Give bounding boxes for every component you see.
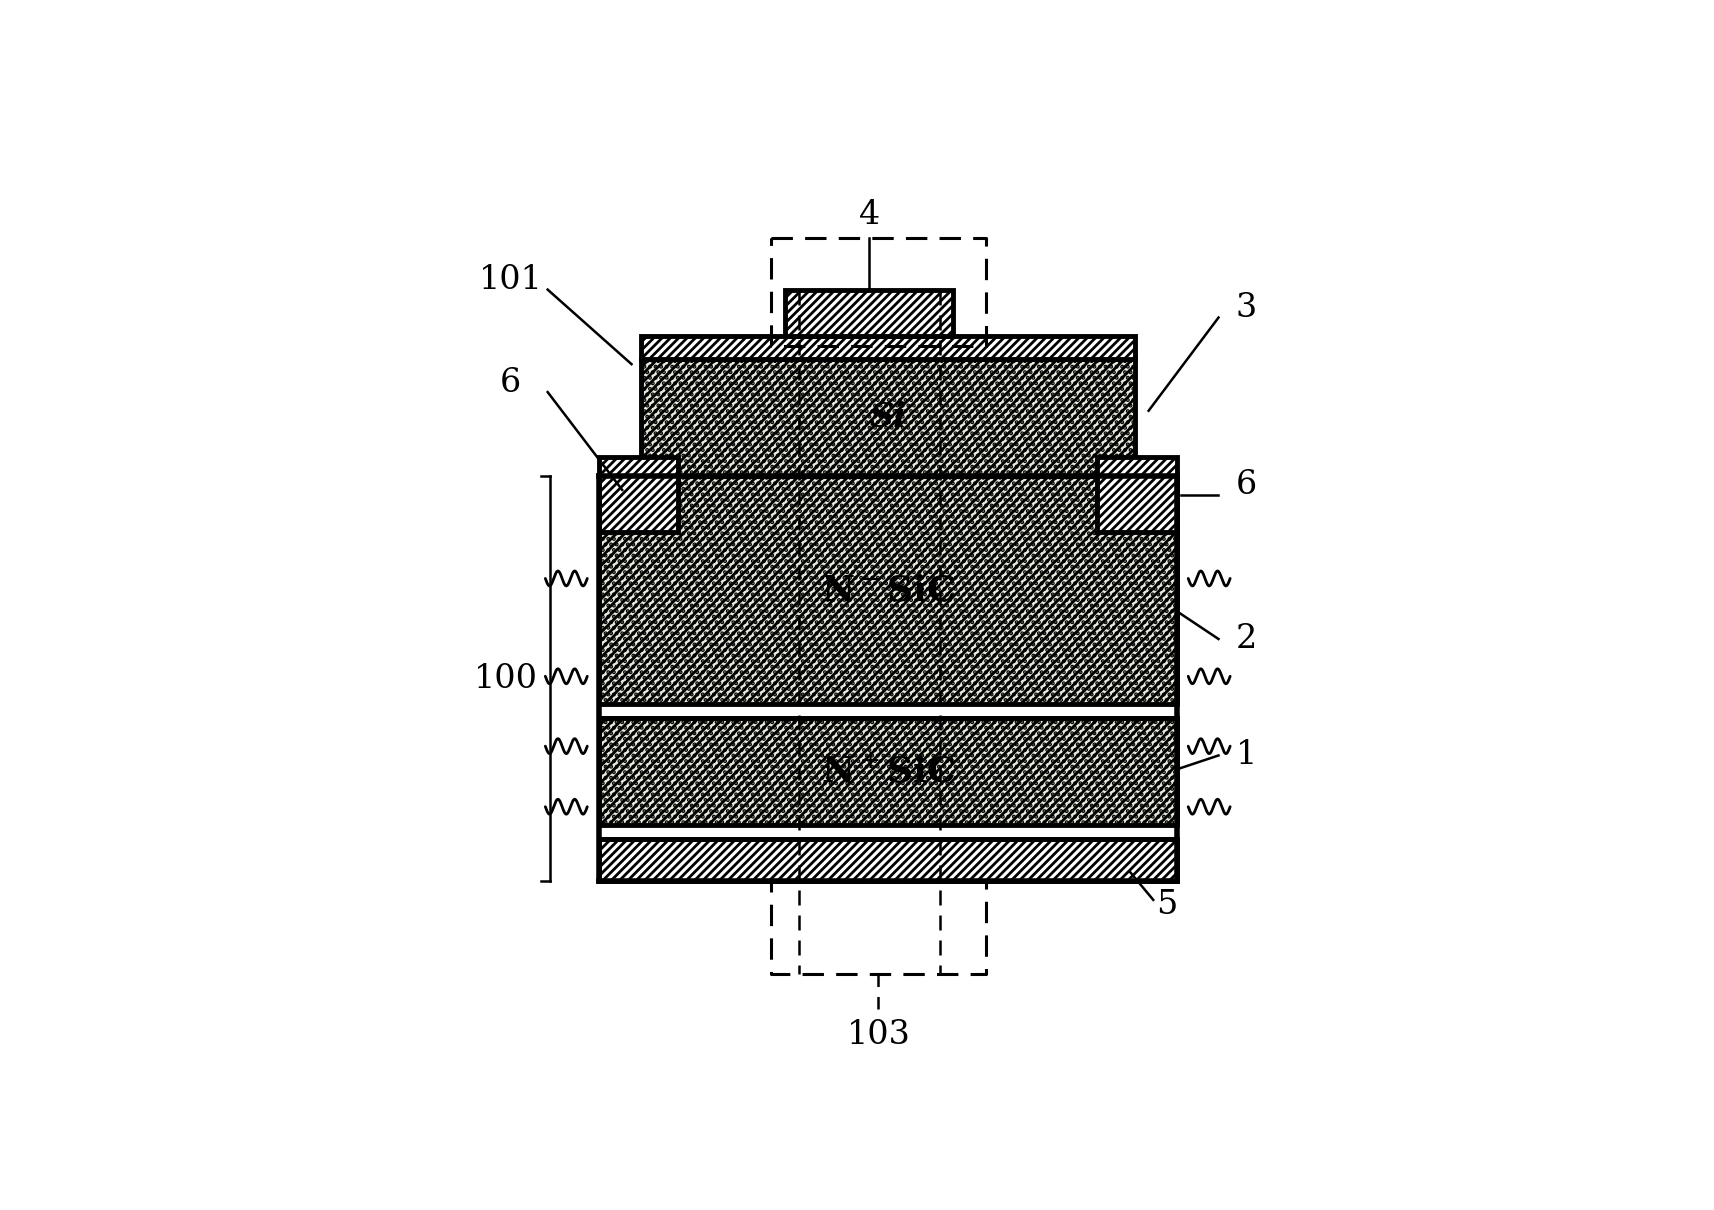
Text: 5: 5 <box>1157 888 1178 921</box>
Text: Si: Si <box>869 402 907 434</box>
Bar <box>785 289 953 336</box>
Text: 2: 2 <box>1236 623 1256 655</box>
Bar <box>1097 457 1176 532</box>
Text: 1: 1 <box>1236 739 1256 772</box>
Bar <box>598 476 1176 704</box>
Text: 6: 6 <box>1236 469 1256 501</box>
Text: 103: 103 <box>847 1019 910 1051</box>
Text: N$^+$SiC: N$^+$SiC <box>821 755 955 789</box>
Bar <box>598 476 1176 704</box>
Bar <box>598 719 1176 825</box>
Text: 6: 6 <box>500 367 521 399</box>
Text: 4: 4 <box>859 200 879 231</box>
Text: N$^-$SiC: N$^-$SiC <box>821 574 955 607</box>
Text: 100: 100 <box>473 663 538 695</box>
Bar <box>598 719 1176 825</box>
Bar <box>598 840 1176 881</box>
Bar <box>641 359 1135 476</box>
Bar <box>598 457 679 532</box>
Bar <box>641 359 1135 476</box>
Text: 101: 101 <box>478 264 542 296</box>
Bar <box>641 336 1135 359</box>
Text: 3: 3 <box>1236 293 1256 324</box>
